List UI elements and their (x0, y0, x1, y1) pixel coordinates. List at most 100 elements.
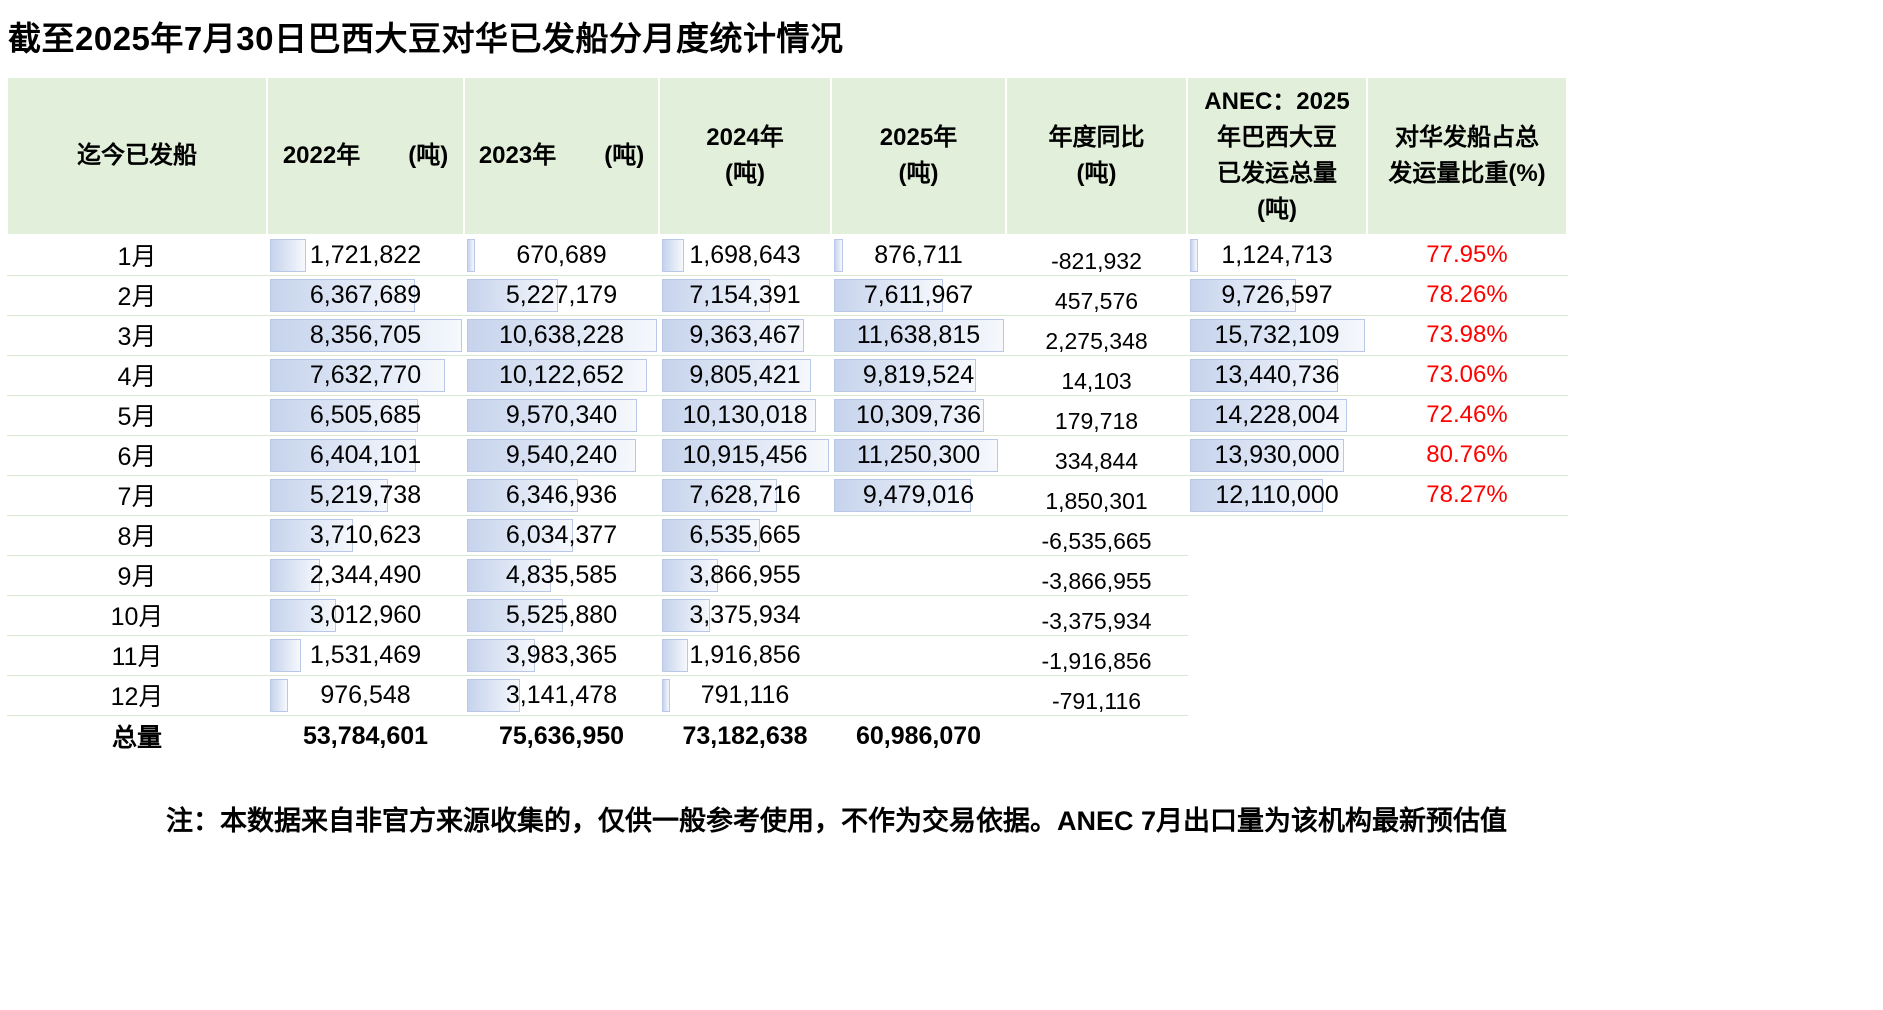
value-cell-2023: 5,525,880 (463, 594, 660, 636)
value-cell-2023: 9,570,340 (463, 394, 660, 436)
yoy-value-cell: -3,866,955 (1005, 554, 1188, 596)
value-cell-2023: 10,638,228 (463, 314, 660, 356)
cell-value: 9,479,016 (862, 480, 975, 509)
value-cell-2024: 10,915,456 (658, 434, 832, 476)
data-bar (269, 558, 321, 592)
yoy-value: -3,375,934 (1041, 607, 1152, 634)
blank-cell (1367, 515, 1567, 555)
data-bar (269, 518, 353, 552)
yoy-value-cell: -821,932 (1005, 234, 1188, 276)
month-label: 9月 (6, 554, 268, 596)
blank-cell (1187, 715, 1367, 757)
yoy-value: 2,275,348 (1045, 327, 1148, 354)
cell-value: 6,034,377 (505, 520, 618, 549)
yoy-value-cell: 179,718 (1005, 394, 1188, 436)
data-bar (661, 239, 685, 272)
cell-value: 12,110,000 (1215, 480, 1339, 509)
total-value-2023: 75,636,950 (498, 721, 625, 750)
yoy-value: -791,116 (1051, 687, 1142, 714)
data-bar (661, 518, 760, 552)
header-yoy: 年度同比 (吨) (1005, 76, 1188, 236)
value-cell-2022: 7,632,770 (266, 354, 465, 396)
data-bar (1189, 478, 1324, 512)
data-bar (466, 638, 536, 672)
value-cell-2023: 3,983,365 (463, 634, 660, 676)
share-value: 73.06% (1366, 354, 1568, 396)
total-label: 总量 (111, 724, 162, 753)
yoy-value-cell: -6,535,665 (1005, 514, 1188, 556)
value-cell-2022: 3,710,623 (266, 514, 465, 556)
data-bar (269, 318, 462, 352)
cell-value: 5,227,179 (505, 280, 618, 309)
data-bar (466, 278, 558, 312)
table-body: 1月 1,721,822 670,689 1,698,643 876,711 -821,9… (6, 234, 1568, 757)
cell-value: 6,346,936 (505, 480, 618, 509)
table-row: 1月 1,721,822 670,689 1,698,643 876,711 -821,9… (6, 234, 1568, 276)
cell-value: 9,805,421 (689, 360, 801, 389)
table-header: 迄今已发船 2022年 (吨) 2023年 (吨) 2024年 (吨) 2025年 (吨… (6, 76, 1568, 236)
table-row: 7月 5,219,738 6,346,936 7,628,716 9,479,016 1,… (6, 474, 1568, 516)
value-cell-2025: 10,309,736 (830, 394, 1007, 436)
value-cell-2022: 2,344,490 (266, 554, 465, 596)
cell-value: 10,309,736 (855, 400, 982, 429)
data-bar (269, 398, 419, 432)
cell-value: 1,698,643 (689, 240, 801, 269)
value-cell-2024: 1,916,856 (658, 634, 832, 676)
cell-value: 1,124,713 (1221, 240, 1333, 269)
cell-value: 9,819,524 (862, 360, 975, 389)
blank-cell (1006, 715, 1187, 757)
data-bar (269, 438, 416, 472)
data-bar (1189, 398, 1348, 432)
data-bar (661, 478, 777, 512)
yoy-value: 457,576 (1054, 287, 1139, 314)
total-row: 总量 53,784,601 75,636,950 73,182,638 60,986,0… (7, 715, 1567, 757)
value-cell-anec: 9,726,597 (1186, 274, 1368, 316)
cell-value: 5,525,880 (505, 600, 618, 629)
total-value-2022: 53,784,601 (302, 721, 429, 750)
value-cell-2024: 3,375,934 (658, 594, 832, 636)
value-cell-2025: 876,711 (830, 234, 1007, 276)
value-cell-2024: 791,116 (658, 674, 832, 716)
shipment-table: 迄今已发船 2022年 (吨) 2023年 (吨) 2024年 (吨) 2025年 (吨… (6, 76, 1568, 757)
data-bar (466, 558, 551, 592)
cell-value: 11,250,300 (856, 440, 981, 469)
blank-cell (1367, 555, 1567, 595)
empty-cell-2025 (830, 634, 1007, 676)
cell-value: 10,130,018 (682, 400, 808, 429)
cell-value: 3,866,955 (689, 560, 801, 589)
month-label: 8月 (6, 514, 268, 556)
value-cell-2022: 6,505,685 (266, 394, 465, 436)
empty-cell-2025 (830, 554, 1007, 596)
value-cell-2023: 670,689 (463, 234, 660, 276)
cell-value: 670,689 (516, 240, 607, 269)
data-bar (833, 318, 1004, 352)
value-cell-2022: 5,219,738 (266, 474, 465, 516)
yoy-value-cell: 14,103 (1005, 354, 1188, 396)
data-bar (466, 518, 573, 552)
data-bar (269, 239, 306, 272)
data-bar (833, 438, 998, 472)
cell-value: 6,505,685 (309, 400, 422, 429)
data-bar (833, 239, 843, 272)
data-bar (661, 638, 688, 672)
value-cell-2022: 1,721,822 (266, 234, 465, 276)
data-bar (269, 478, 388, 512)
blank-cell (1367, 715, 1567, 757)
value-cell-2022: 3,012,960 (266, 594, 465, 636)
yoy-value-cell: 457,576 (1005, 274, 1188, 316)
yoy-value-cell: 1,850,301 (1005, 474, 1188, 516)
table-row: 11月 1,531,469 3,983,365 1,916,856 -1,916,856 (6, 634, 1567, 676)
yoy-value: 14,103 (1061, 367, 1132, 394)
data-bar (1189, 318, 1365, 352)
value-cell-2023: 4,835,585 (463, 554, 660, 596)
cell-value: 10,915,456 (682, 440, 808, 469)
cell-value: 7,632,770 (309, 360, 422, 389)
cell-value: 3,983,365 (505, 640, 618, 669)
yoy-value: 1,850,301 (1045, 487, 1148, 514)
table-row: 10月 3,012,960 5,525,880 3,375,934 -3,375,934 (6, 594, 1567, 636)
value-cell-2025: 11,638,815 (830, 314, 1007, 356)
yoy-value: -6,535,665 (1041, 527, 1152, 554)
value-cell-2024: 10,130,018 (658, 394, 832, 436)
value-cell-anec: 15,732,109 (1186, 314, 1368, 356)
yoy-value: -821,932 (1051, 247, 1142, 274)
